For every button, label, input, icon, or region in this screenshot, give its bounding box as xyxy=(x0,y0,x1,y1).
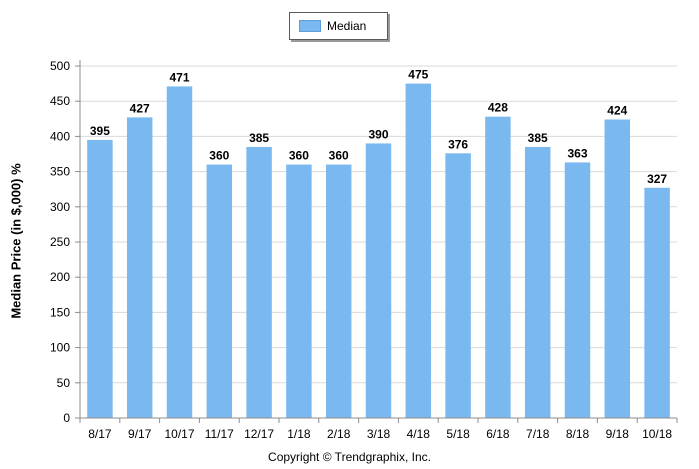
y-tick-label: 450 xyxy=(50,94,70,108)
bar xyxy=(524,146,551,418)
y-tick-label: 150 xyxy=(50,305,70,319)
bar xyxy=(206,164,233,418)
data-label: 360 xyxy=(329,149,349,163)
y-axis-title: Median Price (in $,000) % xyxy=(8,163,24,319)
data-label: 376 xyxy=(448,137,468,151)
x-tick-label: 8/18 xyxy=(566,427,590,441)
data-label: 360 xyxy=(209,149,229,163)
x-tick-label: 12/17 xyxy=(244,427,274,441)
data-label: 363 xyxy=(567,146,587,160)
x-tick-label: 6/18 xyxy=(486,427,510,441)
bar xyxy=(126,117,153,418)
x-tick-label: 7/18 xyxy=(526,427,550,441)
bar xyxy=(166,86,193,418)
x-tick-label: 4/18 xyxy=(407,427,431,441)
data-label: 424 xyxy=(607,104,627,118)
bar xyxy=(246,146,272,418)
data-label: 385 xyxy=(528,131,548,145)
bar xyxy=(87,139,113,419)
y-tick-label: 350 xyxy=(50,165,70,179)
y-tick-label: 250 xyxy=(50,235,70,249)
data-labels: 395 427 471 360 385 360 360 390 475 376 428 385 363 4… xyxy=(90,68,668,186)
bar xyxy=(564,162,591,418)
x-tick-label: 5/18 xyxy=(446,427,470,441)
legend-label-median: Median xyxy=(327,19,367,33)
bar xyxy=(485,116,511,419)
x-tick-label: 10/17 xyxy=(164,427,194,441)
y-tick-label: 0 xyxy=(63,411,70,425)
legend-swatch-median xyxy=(299,20,321,32)
y-tick-label: 50 xyxy=(57,376,71,390)
bar xyxy=(644,187,670,418)
x-tick-label: 9/18 xyxy=(606,427,630,441)
x-tick-label: 11/17 xyxy=(205,427,234,441)
data-label: 360 xyxy=(289,149,309,163)
bars xyxy=(87,83,670,419)
bar xyxy=(604,119,631,418)
x-tick-label: 8/17 xyxy=(88,427,112,441)
y-tick-label: 400 xyxy=(50,129,70,143)
y-tick-label: 100 xyxy=(50,341,70,355)
data-label: 471 xyxy=(169,70,189,84)
y-tick-label: 300 xyxy=(50,200,70,214)
x-tick-label: 2/18 xyxy=(327,427,351,441)
axes: 0 50 100 150 200 250 300 350 400 450 500 8/17 9/17 10… xyxy=(50,59,678,441)
x-tick-label: 3/18 xyxy=(367,427,391,441)
bar xyxy=(445,153,471,418)
x-tick-label: 9/17 xyxy=(128,427,152,441)
copyright-text: Copyright © Trendgraphix, Inc. xyxy=(268,450,431,464)
data-label: 475 xyxy=(408,68,428,82)
bar xyxy=(365,143,392,418)
data-label: 327 xyxy=(647,172,667,186)
y-tick-label: 200 xyxy=(50,270,70,284)
x-tick-label: 1/18 xyxy=(287,427,311,441)
bar xyxy=(286,164,312,418)
data-label: 428 xyxy=(488,101,508,115)
legend: Median xyxy=(289,12,388,40)
data-label: 390 xyxy=(368,127,388,141)
bar xyxy=(325,164,352,418)
data-label: 395 xyxy=(90,124,110,138)
x-tick-label: 10/18 xyxy=(642,427,672,441)
bar xyxy=(405,83,432,418)
data-label: 385 xyxy=(249,131,269,145)
y-tick-label: 500 xyxy=(50,59,70,73)
data-label: 427 xyxy=(130,101,150,115)
